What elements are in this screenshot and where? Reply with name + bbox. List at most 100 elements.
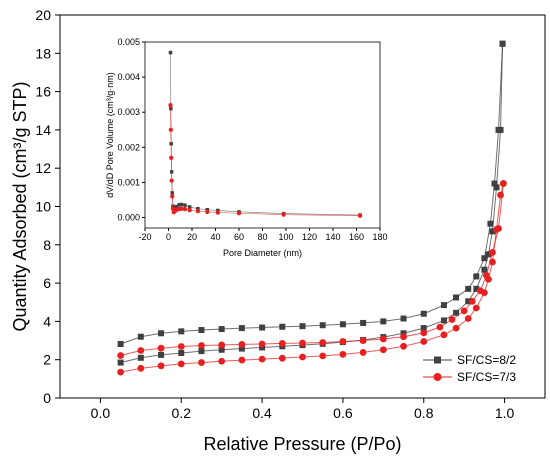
main-chart: 0.0 0.2 0.4 0.6 0.8 1.0 0 2 4 6 8 10 12 14 16 18 20 Rel… [10,7,546,454]
inset-chart: -20 0 20 40 60 80 100 120 140 160 180 0.0000.0010.… [101,36,388,262]
main-x-tick-label: 1.0 [495,405,515,421]
inset-background [101,36,388,262]
inset-x-tick-label: 40 [210,232,220,242]
main-x-axis-title: Relative Pressure (P/Po) [203,434,401,454]
main-data-point-circle [452,324,460,332]
inset-data-point-square [168,50,173,55]
inset-data-point-circle [168,127,174,132]
main-data-point-square [440,302,447,309]
inset-data-point-circle [357,213,363,218]
main-data-point-square [465,298,472,305]
inset-data-point-circle [169,178,174,183]
inset-y-axis-title: dV/dD Pore Volume (cm³/g·nm) [105,72,115,198]
inset-data-point-square [179,202,184,207]
main-y-tick-label: 20 [35,7,51,23]
main-data-point-square [178,349,185,356]
main-data-point-circle [359,349,367,356]
inset-y-axis: 0.000 0.001 0.002 0.003 0.004 0.005 [117,37,145,222]
main-data-point-circle [472,304,480,312]
main-x-axis: 0.0 0.2 0.4 0.6 0.8 1.0 [91,398,515,421]
main-data-point-square [491,180,498,187]
inset-x-tick-label: 0 [166,232,171,242]
main-data-point-circle [468,297,476,305]
inset-x-tick-label: 140 [325,232,340,242]
main-data-point-square [360,319,367,326]
inset-data-point-square [174,204,179,209]
main-data-point-circle [319,352,327,360]
main-data-point-square [158,330,165,337]
main-data-point-circle [299,339,306,347]
inset-data-point-square [177,203,181,207]
inset-data-point-circle [236,211,242,216]
main-data-point-circle [157,344,165,352]
main-y-tick-label: 10 [35,199,51,215]
main-data-point-square [339,321,346,328]
main-y-tick-label: 2 [43,352,51,368]
main-data-point-square [137,354,144,361]
main-y-tick-label: 4 [43,313,51,329]
inset-x-axis-title: Pore Diameter (nm) [223,248,302,258]
main-data-point-square [319,322,326,329]
inset-y-tick-label: 0.004 [117,72,140,82]
main-data-point-circle [218,357,226,365]
main-y-tick-label: 8 [43,237,51,253]
inset-y-tick-label: 0.001 [117,177,140,187]
main-data-point-square [238,325,245,332]
main-data-point-square [198,348,205,355]
main-y-tick-label: 12 [35,160,51,176]
main-plot-marks [117,40,507,376]
inset-x-tick-label: 80 [257,232,267,242]
main-data-point-square [495,126,502,133]
main-data-point-square [299,323,306,330]
main-data-point-circle [198,359,205,366]
main-y-tick-label: 0 [43,390,51,406]
main-data-point-square [238,345,245,352]
main-y-tick-label: 14 [35,122,51,138]
main-data-point-square [259,344,266,351]
legend-item-sf-cs-7-3: SF/CS=7/3 [423,370,516,384]
main-data-point-square [259,324,266,331]
main-data-point-square [420,325,427,332]
main-y-tick-label: 16 [35,84,51,100]
inset-y-tick-label: 0.000 [117,212,140,222]
main-data-point-circle [177,343,185,350]
inset-data-point-circle [168,103,173,108]
main-data-point-circle [117,352,125,359]
main-data-point-circle [238,356,246,364]
main-data-point-square [473,285,480,292]
main-data-point-circle [495,225,502,232]
main-data-point-circle [499,180,507,187]
main-data-point-square [178,328,185,335]
main-data-point-circle [359,337,367,344]
main-data-point-square [493,184,500,191]
main-data-point-circle [339,350,347,358]
main-data-point-square [453,294,460,301]
main-data-point-square [473,273,480,280]
main-data-point-circle [198,342,205,349]
main-y-tick-label: 6 [43,275,51,291]
legend-label: SF/CS=8/2 [457,353,516,367]
inset-x-tick-label: 100 [278,232,293,242]
legend-square-marker [434,356,441,364]
main-data-point-circle [379,335,387,343]
main-data-point-circle [379,346,387,354]
inset-data-point-circle [187,207,192,213]
main-data-point-square [499,40,506,47]
main-data-point-circle [278,354,286,362]
main-data-point-square [400,315,407,322]
main-data-point-square [420,310,427,317]
main-x-tick-label: 0.6 [333,405,353,421]
inset-y-tick-label: 0.005 [117,37,140,47]
inset-plot-marks [168,50,363,218]
main-data-point-square [487,220,494,227]
main-y-tick-label: 18 [35,45,51,61]
main-x-tick-label: 0.0 [91,405,111,421]
main-data-point-square [400,330,407,337]
main-data-point-circle [299,353,306,361]
inset-x-tick-label: 120 [302,232,317,242]
main-data-point-square [485,251,492,258]
main-data-point-square [218,326,225,333]
inset-x-tick-label: 160 [349,232,364,242]
main-data-point-circle [460,307,468,315]
main-data-point-circle [400,342,407,350]
